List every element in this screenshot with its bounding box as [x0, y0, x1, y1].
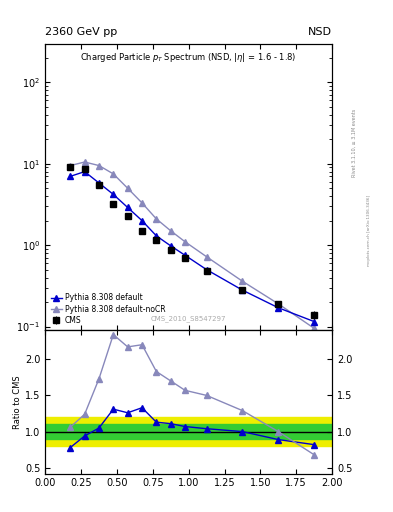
Y-axis label: Ratio to CMS: Ratio to CMS [13, 375, 22, 429]
Pythia 8.308 default [168, 243, 173, 249]
Bar [45, 424, 332, 439]
Pythia 8.308 default-noCR [204, 253, 209, 260]
Pythia 8.308 default-noCR [111, 171, 116, 177]
Pythia 8.308 default [204, 267, 209, 273]
Line: Pythia 8.308 default: Pythia 8.308 default [67, 168, 317, 325]
Bar [45, 417, 332, 446]
Text: mcplots.cern.ch [arXiv:1306.3436]: mcplots.cern.ch [arXiv:1306.3436] [367, 195, 371, 266]
Text: NSD: NSD [308, 27, 332, 37]
Pythia 8.308 default [68, 173, 73, 179]
Pythia 8.308 default-noCR [125, 185, 130, 191]
Pythia 8.308 default [111, 191, 116, 198]
Text: Rivet 3.1.10, ≥ 3.1M events: Rivet 3.1.10, ≥ 3.1M events [352, 109, 357, 178]
Pythia 8.308 default-noCR [183, 239, 187, 245]
Pythia 8.308 default-noCR [68, 162, 73, 168]
Pythia 8.308 default [312, 318, 316, 325]
Pythia 8.308 default-noCR [82, 159, 87, 165]
Pythia 8.308 default [82, 168, 87, 175]
Pythia 8.308 default-noCR [312, 325, 316, 331]
Text: CMS_2010_S8547297: CMS_2010_S8547297 [151, 315, 226, 322]
Pythia 8.308 default [276, 305, 281, 311]
Pythia 8.308 default-noCR [154, 216, 159, 222]
Pythia 8.308 default-noCR [140, 200, 144, 206]
Pythia 8.308 default [154, 233, 159, 239]
Pythia 8.308 default-noCR [240, 278, 245, 284]
Pythia 8.308 default [240, 287, 245, 293]
Pythia 8.308 default [183, 252, 187, 259]
Pythia 8.308 default [97, 180, 101, 186]
Line: Pythia 8.308 default-noCR: Pythia 8.308 default-noCR [67, 159, 317, 331]
Legend: Pythia 8.308 default, Pythia 8.308 default-noCR, CMS: Pythia 8.308 default, Pythia 8.308 defau… [49, 292, 167, 327]
Pythia 8.308 default [125, 204, 130, 210]
Text: Charged Particle $p_T$ Spectrum (NSD, $|\eta|$ = 1.6 - 1.8): Charged Particle $p_T$ Spectrum (NSD, $|… [81, 51, 297, 63]
Pythia 8.308 default [140, 218, 144, 224]
Pythia 8.308 default-noCR [97, 162, 101, 168]
Text: 2360 GeV pp: 2360 GeV pp [45, 27, 118, 37]
Pythia 8.308 default-noCR [168, 228, 173, 234]
Pythia 8.308 default-noCR [276, 301, 281, 307]
